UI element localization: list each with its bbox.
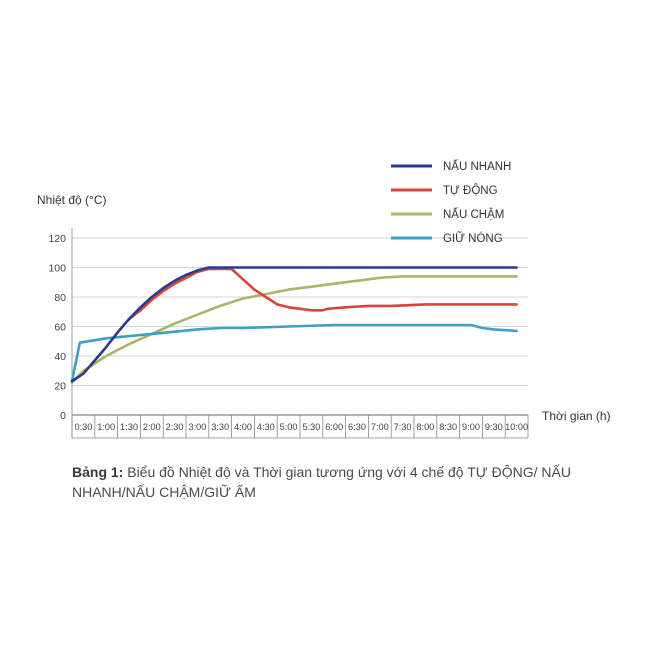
- caption-text: Biểu đồ Nhiệt độ và Thời gian tương ứng …: [72, 464, 571, 500]
- legend: NẤU NHANH TỰ ĐỘNG NẤU CHẬM GIỮ NÓNG: [391, 160, 511, 245]
- legend-label: GIỮ NÓNG: [443, 232, 503, 245]
- x-tick-label: 2:30: [166, 422, 184, 432]
- y-tick-label: 0: [60, 410, 66, 422]
- caption-label: Bảng 1:: [72, 464, 124, 480]
- series-line-0: [70, 266, 518, 383]
- x-tick-label: 9:00: [462, 422, 480, 432]
- legend-label: NẤU CHẬM: [443, 208, 504, 221]
- x-tick-label: 3:30: [211, 422, 229, 432]
- x-tick-label: 6:30: [348, 422, 366, 432]
- x-tick-label: 5:30: [302, 422, 320, 432]
- series-line-2: [70, 275, 518, 384]
- x-tick-label: 9:30: [485, 422, 503, 432]
- series-line-1: [127, 267, 518, 321]
- y-axis-label: Nhiệt độ (°C): [37, 193, 107, 207]
- x-tick-label: 7:30: [394, 422, 412, 432]
- series-lines: [70, 266, 518, 384]
- x-tick-label: 4:00: [234, 422, 252, 432]
- x-tick-label: 0:30: [74, 422, 92, 432]
- y-tick-label: 40: [54, 351, 66, 363]
- x-tick-label: 8:30: [439, 422, 457, 432]
- x-tick-label: 8:00: [416, 422, 434, 432]
- x-tick-label: 3:00: [188, 422, 206, 432]
- y-tick-label: 120: [48, 233, 66, 245]
- y-tick-label: 100: [48, 263, 66, 275]
- x-axis-label: Thời gian (h): [542, 409, 611, 423]
- chart-caption: Bảng 1: Biểu đồ Nhiệt độ và Thời gian tư…: [72, 462, 592, 502]
- x-tick-label: 6:00: [325, 422, 343, 432]
- y-tick-label: 20: [54, 381, 66, 393]
- x-tick-label: 1:00: [97, 422, 115, 432]
- x-tick-label: 4:30: [257, 422, 275, 432]
- legend-label: TỰ ĐỘNG: [443, 184, 498, 197]
- x-tick-label: 7:00: [371, 422, 389, 432]
- x-tick-label: 1:30: [120, 422, 138, 432]
- legend-label: NẤU NHANH: [443, 160, 511, 173]
- y-tick-label: 60: [54, 322, 66, 334]
- x-tick-label: 5:00: [280, 422, 298, 432]
- x-tick-label: 10:00: [505, 422, 528, 432]
- series-line-3: [70, 323, 518, 383]
- x-tick-label: 2:00: [143, 422, 161, 432]
- y-tick-label: 80: [54, 292, 66, 304]
- axes: 0 20 40 60 80 100 120 Nhiệt độ (°C) 0:30 1:00 1:30…: [37, 193, 611, 439]
